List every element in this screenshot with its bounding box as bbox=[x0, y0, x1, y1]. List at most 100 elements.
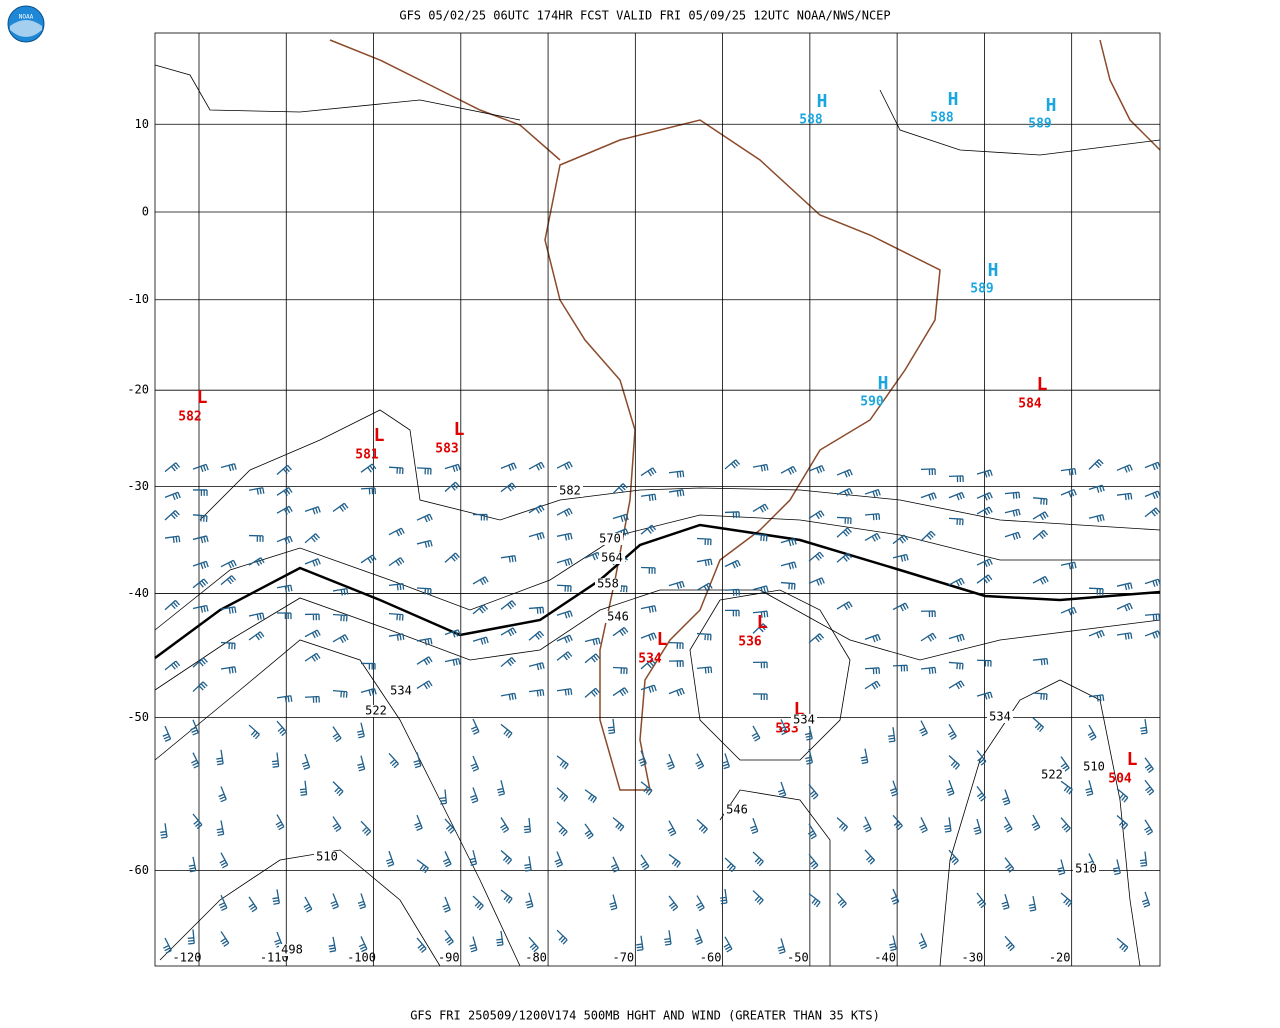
wind-barb bbox=[188, 856, 197, 873]
wind-barb bbox=[332, 781, 344, 797]
wind-barb bbox=[358, 936, 368, 953]
wind-barb bbox=[864, 849, 876, 865]
high-letter: H bbox=[948, 89, 959, 110]
contour-label-bg bbox=[724, 804, 750, 816]
contour-label-bg bbox=[597, 533, 623, 545]
contour bbox=[719, 789, 831, 966]
wind-barb bbox=[276, 695, 293, 703]
low-letter: L bbox=[1037, 374, 1048, 395]
wind-barb bbox=[584, 653, 601, 664]
lat-label: -10 bbox=[127, 292, 149, 306]
wind-barb bbox=[556, 929, 568, 945]
wind-barb bbox=[724, 588, 740, 596]
wind-barb bbox=[416, 467, 432, 475]
wind-barb bbox=[219, 852, 229, 869]
wind-barb bbox=[640, 854, 650, 871]
wind-barb bbox=[612, 817, 625, 832]
contour-label: 582 bbox=[559, 484, 581, 498]
wind-barb bbox=[696, 819, 708, 834]
wind-barb bbox=[416, 859, 429, 874]
wind-barb bbox=[863, 816, 872, 833]
contour bbox=[689, 589, 851, 761]
wind-barb bbox=[1057, 859, 1066, 876]
low-letter: L bbox=[794, 699, 805, 720]
wind-barb bbox=[528, 606, 545, 614]
wind-barb bbox=[723, 936, 733, 953]
wind-barb bbox=[528, 630, 545, 641]
wind-barb bbox=[1060, 756, 1070, 772]
wind-barb bbox=[416, 587, 432, 595]
wind-barb bbox=[556, 584, 572, 592]
wind-barb bbox=[1144, 757, 1154, 774]
wind-barb bbox=[524, 856, 532, 872]
wind-barb bbox=[388, 466, 404, 475]
wind-barb bbox=[444, 629, 461, 638]
wind-barb bbox=[920, 632, 937, 642]
wind-barb bbox=[1144, 613, 1161, 621]
wind-barb bbox=[413, 752, 422, 769]
wind-barb bbox=[470, 755, 480, 772]
wind-barb bbox=[664, 930, 672, 946]
wind-barb bbox=[388, 752, 399, 769]
wind-barb bbox=[612, 513, 629, 522]
wind-barb bbox=[1141, 891, 1151, 908]
wind-barb bbox=[472, 895, 484, 911]
wind-barb bbox=[1116, 788, 1129, 803]
wind-barb bbox=[696, 582, 713, 592]
wind-barb bbox=[276, 612, 292, 620]
wind-barb bbox=[1028, 895, 1037, 912]
wind-barb bbox=[948, 633, 965, 642]
wind-barb bbox=[299, 780, 308, 796]
wind-barb bbox=[612, 626, 629, 637]
wind-barb bbox=[248, 896, 258, 913]
wind-barb bbox=[609, 894, 618, 911]
wind-barb bbox=[836, 552, 853, 563]
wind-barb bbox=[444, 818, 455, 834]
wind-barb bbox=[889, 780, 899, 797]
wind-barb bbox=[220, 931, 230, 947]
wind-barb bbox=[640, 493, 657, 502]
wind-barb bbox=[525, 892, 534, 909]
wind-barb bbox=[695, 895, 705, 912]
wind-barb bbox=[416, 637, 433, 646]
wind-barb bbox=[808, 577, 825, 586]
wind-barb bbox=[192, 813, 203, 830]
wind-barb bbox=[528, 662, 545, 671]
wind-barb bbox=[192, 578, 209, 589]
wind-barb bbox=[919, 817, 928, 834]
wind-barb bbox=[301, 753, 311, 770]
wind-barb bbox=[164, 660, 181, 671]
wind-barb bbox=[248, 487, 265, 495]
wind-barb bbox=[612, 483, 628, 494]
contour bbox=[879, 89, 1161, 156]
wind-barb bbox=[752, 503, 769, 513]
wind-barb bbox=[946, 780, 955, 797]
contour-label: 522 bbox=[365, 704, 387, 718]
wind-barb bbox=[187, 929, 195, 945]
wind-barb bbox=[192, 657, 208, 668]
contour-label: 558 bbox=[597, 577, 619, 591]
wind-barb bbox=[888, 935, 897, 952]
wind-barb bbox=[612, 528, 629, 537]
wind-barb bbox=[696, 632, 712, 641]
wind-barb bbox=[720, 888, 728, 905]
wind-barb bbox=[1088, 459, 1104, 470]
wind-barb bbox=[944, 817, 952, 833]
wind-barb bbox=[388, 633, 405, 641]
wind-barb bbox=[892, 814, 903, 831]
lat-label: -40 bbox=[127, 586, 149, 600]
high-value: 588 bbox=[930, 111, 954, 126]
wind-barb bbox=[442, 896, 451, 913]
contour-label: 510 bbox=[1083, 760, 1105, 774]
wind-barb bbox=[584, 823, 594, 840]
coastline bbox=[329, 39, 561, 161]
wind-barb bbox=[303, 896, 313, 913]
lat-label: -30 bbox=[127, 479, 149, 493]
wind-barb bbox=[807, 823, 817, 840]
wind-barb bbox=[804, 724, 813, 741]
wind-barb bbox=[724, 609, 740, 617]
map-title: GFS 05/02/25 06UTC 174HR FCST VALID FRI … bbox=[399, 9, 890, 23]
lon-label: -80 bbox=[525, 951, 547, 965]
contour-label-bg bbox=[1073, 863, 1099, 875]
high-value: 588 bbox=[799, 113, 823, 128]
